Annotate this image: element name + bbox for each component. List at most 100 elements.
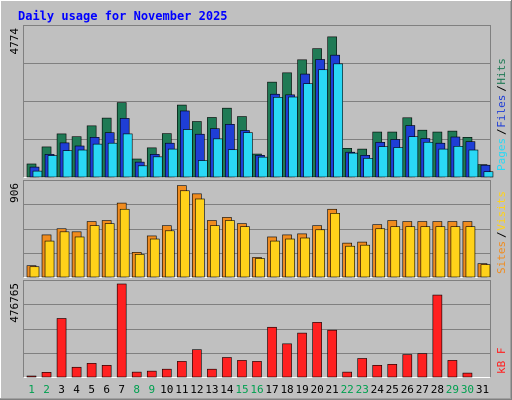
legend-label: /: [495, 128, 508, 135]
bar-sites: [390, 226, 401, 278]
y-max-label: 476765: [8, 283, 21, 323]
bar-sites: [285, 238, 295, 278]
bar-kb-f: [267, 326, 277, 378]
bar-pages: [303, 83, 313, 178]
bar-kb-f: [161, 368, 172, 378]
bar-pages: [378, 146, 389, 178]
bar-sites: [450, 226, 461, 278]
bar-pages: [438, 148, 449, 178]
bar-pages: [423, 141, 434, 178]
x-tick-label: 11: [175, 383, 188, 396]
bar-kb-f: [297, 332, 307, 378]
bar-pages: [137, 165, 148, 178]
bar-pages: [62, 150, 73, 178]
x-tick-label: 2: [43, 383, 50, 396]
bar-sites: [315, 229, 325, 278]
bar-kb-f: [252, 361, 262, 378]
bar-pages: [453, 146, 464, 178]
x-tick-label: 13: [205, 383, 218, 396]
bar-sites: [420, 226, 431, 278]
bar-sites: [255, 258, 265, 278]
bar-sites: [104, 223, 115, 278]
bar-pages: [483, 171, 494, 178]
bar-sites: [480, 264, 491, 278]
y-max-label: 906: [8, 183, 21, 203]
bar-pages: [333, 63, 343, 178]
bar-pages: [107, 142, 118, 178]
chart-title: Daily usage for November 2025: [18, 9, 228, 23]
bar-sites: [345, 245, 355, 278]
x-tick-label: 9: [148, 383, 155, 396]
x-tick-label: 6: [103, 383, 110, 396]
bar-pages: [258, 156, 268, 178]
legend-label: Sites: [495, 241, 508, 274]
legend-label: /: [495, 231, 508, 238]
bar-pages: [183, 129, 193, 178]
bar-pages: [243, 132, 253, 178]
bar-pages: [393, 147, 404, 178]
legend-label: Files: [495, 95, 508, 128]
x-tick-label: 10: [160, 383, 173, 396]
x-tick-label: 23: [356, 383, 369, 396]
bar-kb-f: [312, 322, 322, 378]
bar-pages: [213, 138, 223, 178]
x-tick-label: 15: [235, 383, 248, 396]
x-tick-label: 27: [416, 383, 429, 396]
bar-kb-f: [101, 364, 112, 378]
bar-pages: [273, 97, 283, 178]
x-tick-label: 1: [28, 383, 35, 396]
bar-sites: [225, 220, 235, 278]
legend-label: Visits: [495, 191, 508, 231]
bar-kb-f: [282, 343, 292, 378]
x-tick-label: 19: [295, 383, 308, 396]
bar-pages: [318, 69, 328, 178]
x-tick-label: 26: [401, 383, 414, 396]
bar-sites: [74, 236, 85, 278]
bar-pages: [198, 160, 208, 178]
bar-sites: [465, 226, 476, 278]
bar-pages: [92, 143, 103, 178]
legend-label: kB F: [495, 348, 508, 375]
bar-kb-f: [146, 370, 157, 378]
bar-pages: [228, 149, 238, 178]
bar-pages: [47, 155, 58, 178]
bar-sites: [180, 190, 190, 278]
bar-sites: [134, 254, 145, 278]
bar-pages: [288, 96, 298, 178]
x-tick-label: 4: [73, 383, 80, 396]
bar-kb-f: [357, 358, 368, 378]
x-tick-label: 22: [341, 383, 354, 396]
bar-pages: [468, 149, 479, 178]
x-tick-label: 20: [311, 383, 324, 396]
bar-sites: [164, 230, 175, 278]
bar-kb-f: [387, 364, 398, 378]
bar-sites: [435, 226, 446, 278]
x-tick-label: 28: [431, 383, 444, 396]
x-tick-label: 24: [371, 383, 385, 396]
bar-kb-f: [237, 360, 247, 378]
legend-label: Pages: [495, 138, 508, 171]
bar-kb-f: [192, 349, 202, 378]
x-tick-label: 7: [118, 383, 125, 396]
x-tick-label: 29: [446, 383, 459, 396]
bar-sites: [29, 266, 40, 278]
x-tick-label: 17: [265, 383, 278, 396]
bar-sites: [240, 226, 250, 278]
bar-kb-f: [417, 353, 428, 378]
bar-sites: [44, 240, 55, 278]
bar-sites: [59, 231, 70, 278]
x-tick-label: 5: [88, 383, 95, 396]
bar-pages: [32, 170, 43, 178]
bar-kb-f: [116, 283, 127, 378]
x-tick-label: 3: [58, 383, 65, 396]
bar-kb-f: [71, 366, 82, 378]
legend-label: Hits: [495, 58, 508, 85]
y-max-label: 4774: [8, 28, 21, 55]
bar-sites: [119, 208, 130, 278]
bar-kb-f: [41, 372, 52, 378]
x-tick-label: 14: [220, 383, 234, 396]
bar-pages: [152, 156, 163, 178]
bar-kb-f: [26, 375, 37, 378]
